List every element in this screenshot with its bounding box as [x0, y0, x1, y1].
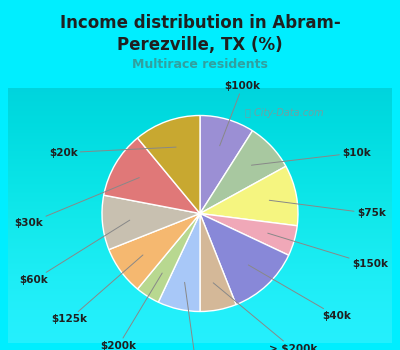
Wedge shape	[200, 214, 236, 312]
Wedge shape	[200, 116, 252, 214]
Text: ⓘ City-Data.com: ⓘ City-Data.com	[245, 108, 324, 118]
Text: $125k: $125k	[51, 255, 143, 324]
Wedge shape	[200, 166, 298, 226]
Text: $75k: $75k	[269, 200, 386, 218]
Text: $50k: $50k	[181, 282, 210, 350]
Text: > $200k: > $200k	[213, 283, 317, 350]
Text: $30k: $30k	[14, 177, 139, 228]
Wedge shape	[102, 195, 200, 250]
Text: $40k: $40k	[248, 265, 351, 321]
Text: $60k: $60k	[19, 220, 130, 285]
Wedge shape	[109, 214, 200, 289]
Text: $100k: $100k	[220, 81, 260, 146]
Text: Income distribution in Abram-
Perezville, TX (%): Income distribution in Abram- Perezville…	[60, 14, 340, 54]
Text: $150k: $150k	[268, 233, 388, 270]
Wedge shape	[200, 131, 286, 214]
Wedge shape	[158, 214, 200, 312]
Wedge shape	[200, 214, 289, 304]
Wedge shape	[200, 214, 297, 255]
Text: $20k: $20k	[49, 147, 176, 158]
Text: Multirace residents: Multirace residents	[132, 58, 268, 71]
Wedge shape	[138, 214, 200, 302]
Wedge shape	[104, 138, 200, 214]
Text: $10k: $10k	[252, 148, 371, 165]
Text: $200k: $200k	[100, 273, 162, 350]
Wedge shape	[138, 116, 200, 214]
